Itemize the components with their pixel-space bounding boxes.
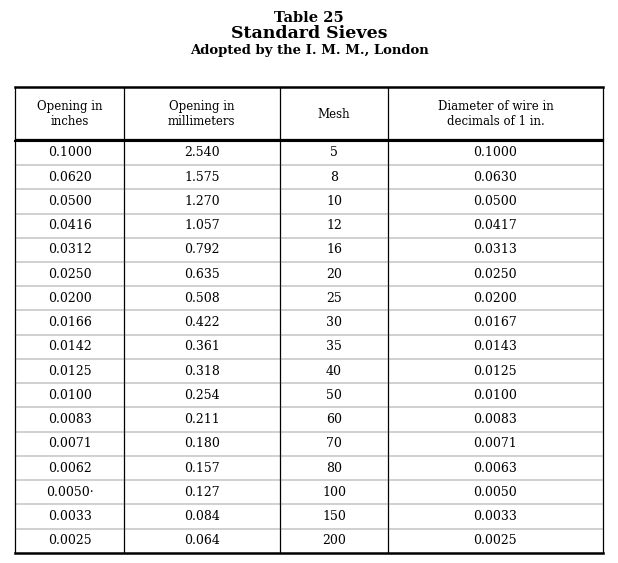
Text: 0.0166: 0.0166 [48, 316, 91, 329]
Text: 0.0050·: 0.0050· [46, 486, 93, 499]
Text: 0.0083: 0.0083 [48, 413, 91, 426]
Text: 1.270: 1.270 [184, 195, 219, 208]
Text: 100: 100 [322, 486, 346, 499]
Text: 0.0313: 0.0313 [473, 243, 517, 256]
Text: 0.0200: 0.0200 [473, 292, 517, 305]
Text: 0.0250: 0.0250 [473, 267, 517, 280]
Text: 150: 150 [322, 510, 346, 523]
Text: 0.1000: 0.1000 [48, 146, 91, 159]
Text: Standard Sieves: Standard Sieves [231, 25, 387, 42]
Text: 0.0250: 0.0250 [48, 267, 91, 280]
Text: 8: 8 [330, 171, 338, 184]
Text: 200: 200 [322, 534, 346, 547]
Text: 0.0125: 0.0125 [48, 365, 91, 378]
Text: 0.157: 0.157 [184, 462, 219, 475]
Text: 0.0630: 0.0630 [473, 171, 517, 184]
Text: 0.0416: 0.0416 [48, 219, 91, 232]
Text: 0.0071: 0.0071 [473, 437, 517, 450]
Text: 50: 50 [326, 389, 342, 402]
Text: Mesh: Mesh [318, 108, 350, 120]
Text: 20: 20 [326, 267, 342, 280]
Text: Opening in
inches: Opening in inches [37, 100, 103, 128]
Text: 0.0071: 0.0071 [48, 437, 91, 450]
Text: 0.792: 0.792 [184, 243, 219, 256]
Text: 16: 16 [326, 243, 342, 256]
Text: 0.1000: 0.1000 [473, 146, 517, 159]
Text: 0.254: 0.254 [184, 389, 219, 402]
Text: Adopted by the I. M. M., London: Adopted by the I. M. M., London [190, 44, 428, 57]
Text: 0.0142: 0.0142 [48, 341, 91, 354]
Text: 0.0063: 0.0063 [473, 462, 517, 475]
Text: 60: 60 [326, 413, 342, 426]
Text: 0.0025: 0.0025 [48, 534, 91, 547]
Text: 80: 80 [326, 462, 342, 475]
Text: 1.575: 1.575 [184, 171, 219, 184]
Text: 30: 30 [326, 316, 342, 329]
Text: 10: 10 [326, 195, 342, 208]
Text: 0.508: 0.508 [184, 292, 220, 305]
Text: 12: 12 [326, 219, 342, 232]
Text: 70: 70 [326, 437, 342, 450]
Text: 25: 25 [326, 292, 342, 305]
Text: 35: 35 [326, 341, 342, 354]
Text: 1.057: 1.057 [184, 219, 219, 232]
Text: 2.540: 2.540 [184, 146, 219, 159]
Text: 0.0050: 0.0050 [473, 486, 517, 499]
Text: Table 25: Table 25 [274, 11, 344, 25]
Text: 0.0200: 0.0200 [48, 292, 91, 305]
Text: 0.0033: 0.0033 [48, 510, 91, 523]
Text: 0.180: 0.180 [184, 437, 220, 450]
Text: 0.064: 0.064 [184, 534, 220, 547]
Text: 0.0033: 0.0033 [473, 510, 517, 523]
Text: 0.635: 0.635 [184, 267, 220, 280]
Text: 0.0500: 0.0500 [473, 195, 517, 208]
Text: 0.0143: 0.0143 [473, 341, 517, 354]
Text: 0.361: 0.361 [184, 341, 220, 354]
Text: 0.318: 0.318 [184, 365, 220, 378]
Text: 0.0417: 0.0417 [473, 219, 517, 232]
Text: 0.0167: 0.0167 [473, 316, 517, 329]
Text: 0.0100: 0.0100 [473, 389, 517, 402]
Text: 5: 5 [330, 146, 338, 159]
Text: 40: 40 [326, 365, 342, 378]
Text: Diameter of wire in
decimals of 1 in.: Diameter of wire in decimals of 1 in. [438, 100, 553, 128]
Text: Opening in
millimeters: Opening in millimeters [168, 100, 235, 128]
Text: 0.0025: 0.0025 [473, 534, 517, 547]
Text: 0.0062: 0.0062 [48, 462, 91, 475]
Text: 0.0125: 0.0125 [473, 365, 517, 378]
Text: 0.422: 0.422 [184, 316, 219, 329]
Text: 0.0312: 0.0312 [48, 243, 91, 256]
Text: 0.0500: 0.0500 [48, 195, 91, 208]
Text: 0.0100: 0.0100 [48, 389, 91, 402]
Text: 0.127: 0.127 [184, 486, 219, 499]
Text: 0.211: 0.211 [184, 413, 220, 426]
Text: 0.0083: 0.0083 [473, 413, 517, 426]
Text: 0.0620: 0.0620 [48, 171, 91, 184]
Text: 0.084: 0.084 [184, 510, 220, 523]
